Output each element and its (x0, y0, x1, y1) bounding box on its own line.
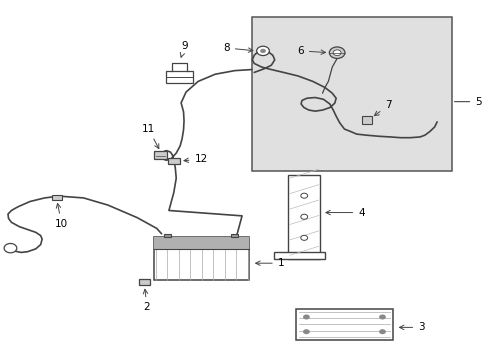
Bar (168, 158, 180, 164)
Bar (139, 279, 150, 285)
Bar (288, 175, 320, 259)
Circle shape (300, 235, 307, 240)
Circle shape (300, 214, 307, 219)
Text: 2: 2 (143, 289, 150, 312)
Bar (154, 237, 249, 249)
Bar (154, 237, 249, 280)
Text: 6: 6 (297, 46, 325, 56)
Text: 10: 10 (55, 203, 68, 229)
Circle shape (303, 315, 309, 319)
Circle shape (260, 49, 265, 53)
Circle shape (329, 47, 344, 58)
Circle shape (332, 50, 340, 55)
Bar (273, 252, 325, 259)
Text: 3: 3 (399, 323, 424, 332)
Circle shape (300, 193, 307, 198)
Bar (361, 116, 371, 124)
Text: 7: 7 (374, 100, 391, 116)
Bar (154, 151, 167, 159)
Bar (230, 234, 237, 237)
Circle shape (303, 329, 309, 334)
Circle shape (378, 329, 385, 334)
Bar (295, 309, 392, 339)
Text: 4: 4 (325, 208, 364, 217)
Text: 9: 9 (180, 41, 188, 57)
Bar (251, 17, 451, 171)
Circle shape (4, 243, 17, 253)
Text: 12: 12 (183, 154, 207, 164)
Bar (166, 71, 193, 83)
Circle shape (256, 46, 269, 55)
Text: 5: 5 (453, 96, 481, 107)
Circle shape (378, 315, 385, 319)
Bar (163, 234, 170, 237)
Text: 11: 11 (142, 124, 159, 149)
Bar (52, 195, 61, 200)
Text: 1: 1 (255, 258, 284, 268)
Text: 8: 8 (223, 43, 252, 53)
